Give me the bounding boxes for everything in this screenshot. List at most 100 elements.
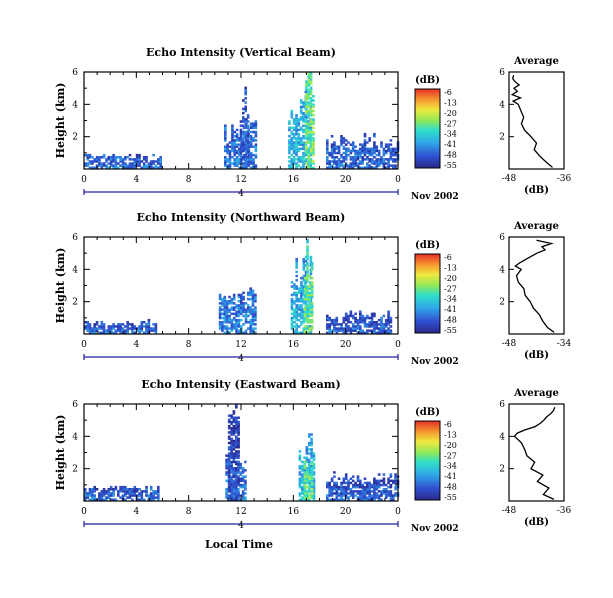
- echo-cell: [237, 329, 241, 332]
- echo-cell: [389, 147, 393, 151]
- echo-cell: [306, 331, 309, 334]
- echo-cell: [373, 151, 376, 155]
- echo-cell: [124, 490, 127, 493]
- echo-cell: [337, 488, 341, 491]
- echo-cell: [359, 494, 362, 497]
- echo-cell: [230, 429, 233, 432]
- echo-cell: [389, 158, 393, 161]
- echo-cell: [326, 325, 329, 328]
- echo-cell: [233, 151, 236, 155]
- echo-cell: [227, 494, 231, 497]
- echo-cell: [235, 416, 238, 419]
- echo-cell: [251, 304, 255, 307]
- echo-cell: [100, 166, 104, 169]
- echo-cell: [93, 331, 96, 334]
- x-tick-label: 8: [186, 340, 192, 350]
- echo-cell: [377, 490, 381, 493]
- echo-cell: [290, 145, 294, 148]
- echo-cell: [145, 490, 148, 493]
- echo-cell: [394, 153, 397, 157]
- echo-cell: [244, 109, 247, 113]
- echo-cell: [295, 149, 298, 153]
- echo-cell: [241, 490, 245, 493]
- echo-cell: [237, 300, 241, 303]
- echo-cell: [375, 481, 379, 485]
- echo-cell: [254, 323, 257, 326]
- echo-cell: [340, 153, 343, 157]
- echo-cell: [349, 162, 353, 165]
- echo-cell: [235, 420, 238, 424]
- echo-cell: [330, 477, 334, 480]
- echo-cell: [88, 498, 92, 501]
- echo-cell: [227, 420, 231, 424]
- echo-cell: [240, 300, 243, 303]
- echo-cell: [235, 496, 238, 499]
- echo-cell: [227, 441, 231, 445]
- echo-cell: [244, 308, 248, 311]
- echo-cell: [305, 109, 308, 113]
- echo-region: [326, 132, 400, 169]
- y-tick-label: 6: [72, 400, 78, 410]
- echo-cell: [231, 162, 234, 165]
- echo-cell: [297, 300, 301, 303]
- echo-cell: [124, 485, 127, 489]
- echo-cell: [117, 490, 120, 493]
- echo-cell: [295, 300, 298, 303]
- echo-cell: [254, 308, 257, 311]
- echo-cell: [241, 479, 245, 483]
- echo-cell: [237, 308, 241, 311]
- echo-cell: [373, 162, 376, 165]
- echo-cell: [377, 481, 381, 485]
- echo-cell: [235, 479, 238, 483]
- echo-cell: [237, 498, 240, 501]
- echo-cell: [351, 164, 355, 167]
- y-tick-label: 6: [72, 233, 78, 243]
- echo-cell: [293, 302, 296, 305]
- echo-cell: [375, 162, 379, 165]
- echo-cell: [382, 149, 386, 153]
- echo-cell: [138, 327, 141, 330]
- echo-cell: [235, 329, 238, 332]
- echo-cell: [93, 485, 96, 489]
- echo-cell: [232, 481, 236, 485]
- echo-cell: [102, 325, 106, 328]
- echo-cell: [309, 162, 312, 165]
- echo-cell: [361, 156, 364, 159]
- echo-cell: [307, 135, 311, 138]
- echo-cell: [297, 149, 301, 153]
- echo-cell: [152, 327, 155, 330]
- echo-cell: [228, 162, 232, 165]
- echo-cell: [363, 132, 367, 136]
- echo-cell: [342, 327, 346, 330]
- echo-cell: [237, 314, 241, 318]
- echo-cell: [240, 310, 243, 313]
- echo-cell: [112, 153, 115, 157]
- echo-cell: [302, 302, 306, 305]
- echo-cell: [359, 143, 362, 146]
- echo-cell: [290, 304, 294, 307]
- echo-cell: [102, 490, 106, 493]
- echo-cell: [342, 485, 346, 489]
- echo-cell: [308, 448, 311, 451]
- echo-cell: [375, 494, 379, 497]
- average-x-label: (dB): [524, 517, 549, 528]
- echo-cell: [359, 321, 362, 324]
- echo-cell: [356, 162, 360, 165]
- echo-cell: [382, 331, 386, 334]
- echo-cell: [340, 162, 343, 165]
- echo-cell: [297, 141, 301, 144]
- echo-cell: [135, 327, 139, 330]
- echo-cell: [142, 498, 146, 501]
- echo-cell: [249, 126, 253, 130]
- echo-cell: [361, 498, 364, 501]
- echo-cell: [326, 331, 329, 334]
- echo-cell: [375, 166, 379, 169]
- echo-cell: [297, 325, 301, 328]
- echo-cell: [246, 139, 250, 142]
- echo-cell: [114, 164, 118, 167]
- echo-cell: [328, 498, 331, 501]
- echo-cell: [232, 318, 236, 322]
- echo-cell: [300, 321, 303, 324]
- echo-cell: [308, 274, 312, 278]
- echo-cell: [302, 141, 305, 144]
